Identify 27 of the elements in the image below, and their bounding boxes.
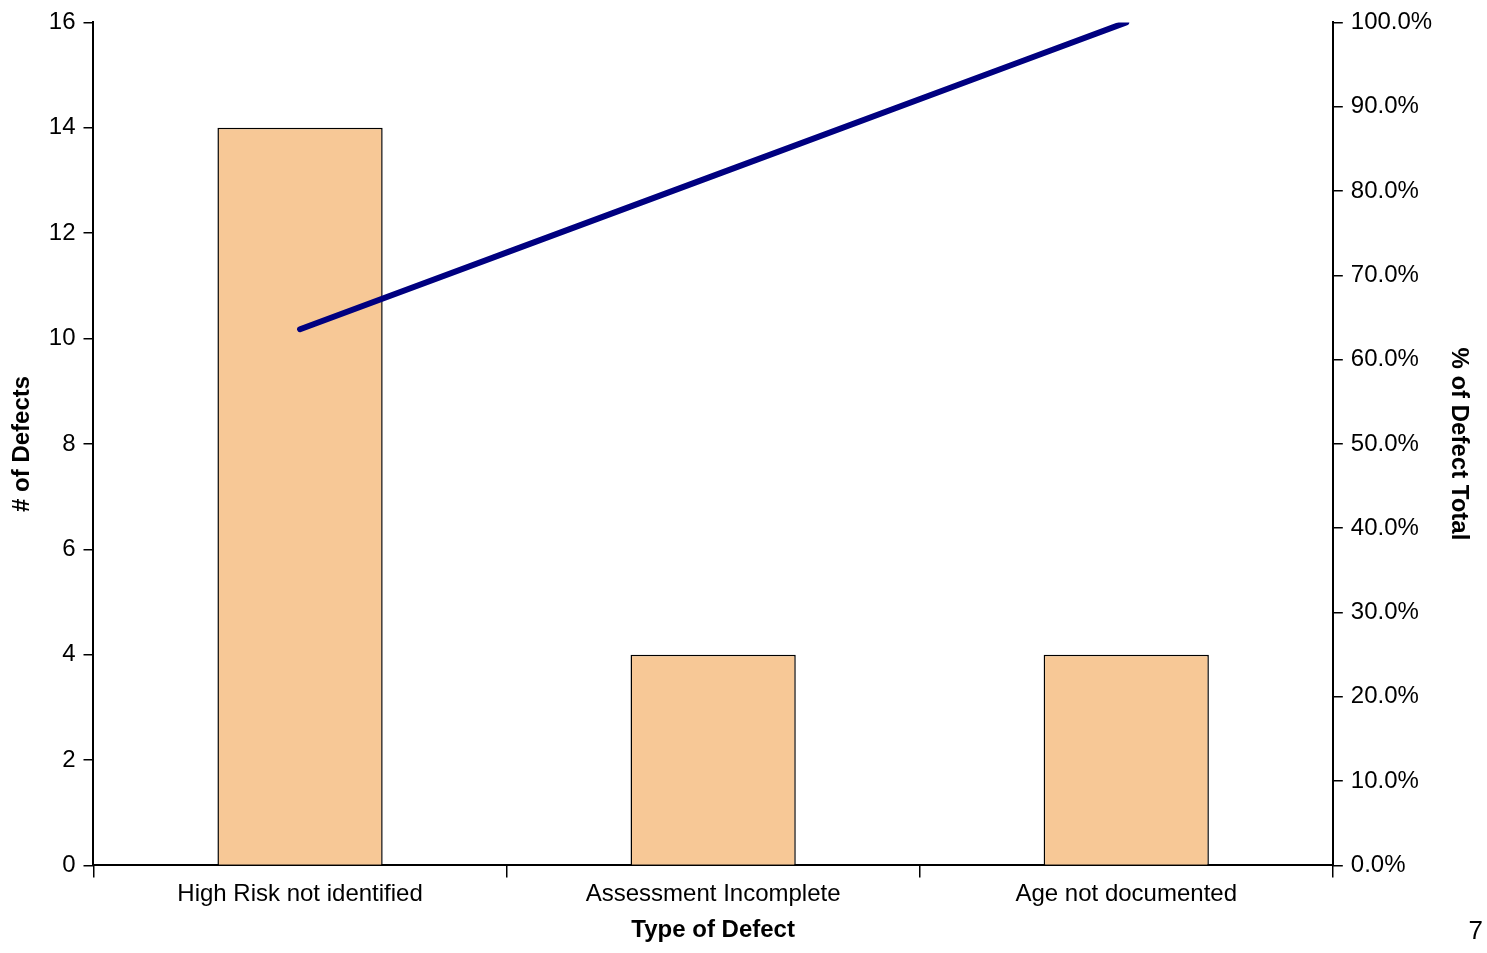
text: 7 [1468, 915, 1483, 946]
y-tick-label: 0 [62, 850, 76, 878]
y-tick-label: 10 [48, 323, 76, 351]
y2-tick-label: 0.0% [1350, 850, 1406, 878]
y2-axis-title: % of Defect Total [1446, 347, 1474, 541]
y2-tick-label: 90.0% [1350, 91, 1419, 119]
y2-tick-label: 40.0% [1350, 512, 1419, 540]
y-tick-label: 14 [48, 112, 76, 140]
y-axis-title: # of Defects [7, 375, 35, 512]
y-tick-label: 2 [62, 744, 76, 772]
y2-tick-label: 10.0% [1350, 765, 1419, 793]
y-tick-label: 6 [62, 533, 76, 561]
y-tick-label: 16 [48, 7, 76, 35]
y2-tick-label: 20.0% [1350, 681, 1419, 709]
x-axis-title: Type of Defect [631, 915, 795, 943]
y2-tick-label: 50.0% [1350, 428, 1419, 456]
y2-tick-label: 80.0% [1350, 175, 1419, 203]
y2-tick-label: 30.0% [1350, 597, 1419, 625]
x-tick-label: Assessment Incomplete [585, 879, 841, 907]
y-tick-label: 4 [62, 639, 76, 667]
y-tick-label: 12 [48, 217, 76, 245]
y2-tick-label: 60.0% [1350, 344, 1419, 372]
x-tick-label: Age not documented [1015, 879, 1237, 907]
x-tick-label: High Risk not identified [177, 879, 423, 907]
y2-tick-label: 100.0% [1350, 7, 1433, 35]
y-tick-label: 8 [62, 428, 76, 456]
y2-tick-label: 70.0% [1350, 259, 1419, 287]
